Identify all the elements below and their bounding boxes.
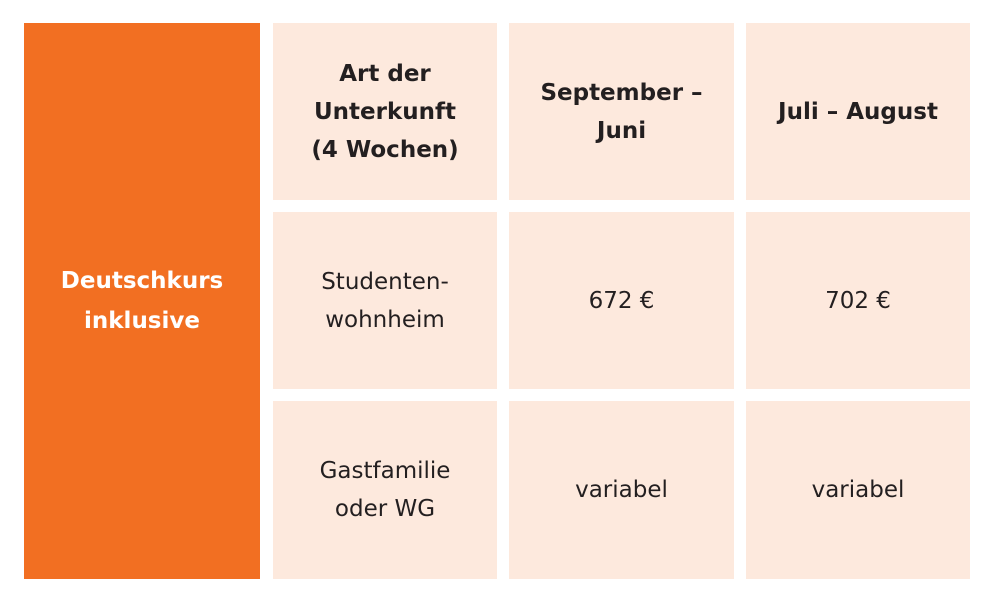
cell-text: variabel	[575, 477, 668, 503]
cell-text: Gastfamilie oder WG	[319, 458, 451, 522]
row-group-label: Deutschkurs inklusive	[24, 23, 260, 579]
header-september-june: September – Juni	[509, 23, 734, 200]
cell-text: 672 €	[588, 287, 655, 314]
cell-text: variabel	[811, 477, 905, 503]
table-cell-price: variabel	[746, 401, 970, 579]
cell-text: Studenten- wohnheim	[321, 268, 449, 333]
header-label: Juli – August	[778, 98, 938, 125]
table-cell-accommodation: Studenten- wohnheim	[273, 212, 497, 389]
row-group-label-text: Deutschkurs inklusive	[60, 268, 224, 334]
table-cell-price: variabel	[509, 401, 734, 579]
table-cell-accommodation: Gastfamilie oder WG	[273, 401, 497, 579]
table-cell-price: 672 €	[509, 212, 734, 389]
header-accommodation-type: Art der Unterkunft (4 Wochen)	[273, 23, 497, 200]
table-cell-price: 702 €	[746, 212, 970, 389]
header-label: Art der Unterkunft (4 Wochen)	[311, 60, 459, 163]
header-july-august: Juli – August	[746, 23, 970, 200]
cell-text: 702 €	[825, 287, 891, 314]
header-label: September – Juni	[540, 79, 703, 144]
